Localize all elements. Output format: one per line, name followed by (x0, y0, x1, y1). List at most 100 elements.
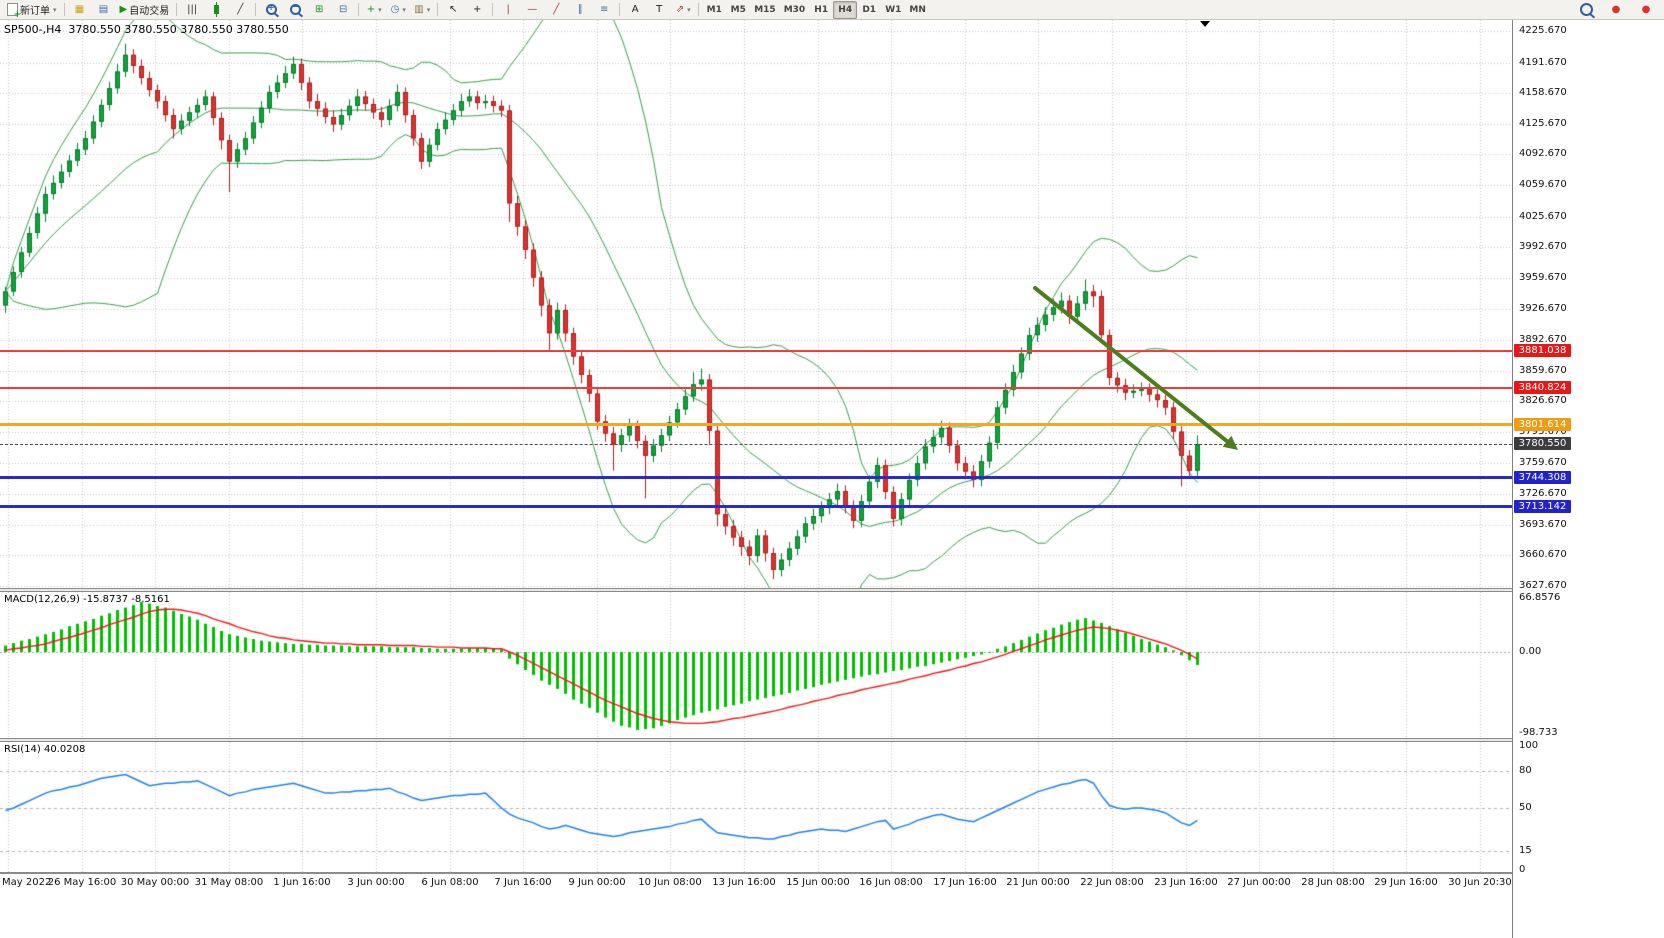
panel-separator[interactable] (0, 588, 1664, 592)
time-tick-label: 13 Jun 16:00 (712, 877, 776, 888)
horizontal-line-button[interactable]: — (520, 1, 544, 19)
candles-chart-button[interactable] (204, 1, 228, 19)
tf-mn-button[interactable]: MN (905, 1, 930, 19)
tf-m5-button[interactable]: M5 (726, 1, 750, 19)
fibonacci-button[interactable]: ≡ (592, 1, 616, 19)
main-chart-canvas[interactable] (0, 20, 1512, 588)
chevron-down-icon: ▾ (378, 5, 382, 14)
profiles-icon: ▤ (98, 3, 109, 15)
channel-button[interactable]: ∥ (568, 1, 592, 19)
time-tick-label: 17 Jun 16:00 (933, 877, 997, 888)
periods-button[interactable]: ◷ ▾ (386, 1, 410, 19)
arrows-button[interactable]: ⇗ ▾ (671, 1, 695, 19)
rsi-indicator-label: RSI(14) 40.0208 (4, 744, 86, 755)
price-tick-label: 4158.670 (1519, 87, 1567, 99)
macd-tick-label: -98.733 (1519, 727, 1558, 738)
zoom-out-button[interactable] (283, 1, 307, 19)
horizontal-line-3744.308[interactable] (0, 476, 1512, 480)
crosshair-button[interactable]: + (465, 1, 489, 19)
tf-h4-button[interactable]: H4 (833, 0, 858, 19)
horizontal-line-3881.038[interactable] (0, 349, 1512, 352)
channel-icon: ∥ (577, 3, 583, 15)
price-tick-label: 4225.670 (1519, 25, 1567, 36)
community-button[interactable]: ● (1604, 1, 1628, 19)
price-tick-label: 4092.670 (1519, 148, 1567, 160)
time-tick-label: 21 Jun 00:00 (1006, 877, 1070, 888)
new-order-button[interactable]: 新订单▾ (3, 1, 61, 20)
vertical-line-button[interactable]: | (496, 1, 520, 19)
rsi-indicator-canvas[interactable] (0, 742, 1512, 872)
toolbar-separator (437, 3, 439, 16)
bars-chart-button[interactable]: ||| (180, 1, 204, 19)
tf-h1-button[interactable]: H1 (809, 1, 833, 19)
tf-m5-button-label: M5 (730, 4, 746, 15)
price-tick-label: 3859.670 (1519, 364, 1567, 376)
time-tick-label: 29 Jun 16:00 (1374, 877, 1438, 888)
horizontal-line-3840.824[interactable] (0, 387, 1512, 390)
toolbar-separator (176, 3, 178, 16)
templates-button[interactable]: ▥ ▾ (410, 1, 434, 19)
price-tick-label: 4059.670 (1519, 179, 1567, 191)
time-tick-label: 3 Jun 00:00 (347, 877, 405, 888)
tf-m15-button[interactable]: M15 (750, 1, 779, 19)
bars-chart-icon: ||| (187, 3, 198, 15)
line-chart-icon: ╱ (237, 3, 244, 15)
tf-m15-button-label: M15 (754, 4, 776, 15)
price-tick-label: 3793.670 (1519, 425, 1567, 437)
alert-button[interactable]: ● (1634, 1, 1658, 19)
text-label-button[interactable]: T (647, 1, 671, 19)
tf-mn-button-label: MN (909, 4, 926, 15)
cascade-windows-button[interactable]: ⊟ (331, 1, 355, 19)
tf-m30-button[interactable]: M30 (780, 1, 809, 19)
time-tick-label: 9 Jun 00:00 (568, 877, 626, 888)
time-tick-label: 30 May 00:00 (120, 877, 190, 888)
charts-grid-button[interactable]: ▦ (68, 1, 92, 19)
tf-d1-button[interactable]: D1 (857, 1, 881, 19)
new-order-button-label: 新订单 (20, 6, 50, 17)
time-axis[interactable]: May 2022 26 May 16:00 30 May 00:00 31 May 0… (0, 874, 1512, 894)
horizontal-line-3801.614[interactable] (0, 423, 1512, 427)
price-tick-label: 3693.670 (1519, 518, 1567, 530)
time-tick-label: 26 May 16:00 (47, 877, 117, 888)
price-level-chip-3780.550: 3780.550 (1514, 437, 1571, 451)
chart-symbol-ohlc-label: SP500-,H4 3780.550 3780.550 3780.550 378… (4, 23, 289, 36)
tile-windows-icon: ⊞ (315, 3, 324, 15)
autotrading-play-icon: ▶ (119, 3, 128, 15)
trendline-button[interactable]: ╱ (544, 1, 568, 19)
text-button[interactable]: A (623, 1, 647, 19)
current-bid-line (0, 444, 1512, 446)
price-tick-label: 4025.670 (1519, 210, 1567, 222)
search-button[interactable] (1574, 1, 1598, 19)
macd-tick-label: 66.8576 (1519, 592, 1561, 603)
zoom-in-button[interactable] (259, 1, 283, 19)
text-button-label: A (631, 4, 639, 15)
price-axis[interactable]: 4225.670 4191.670 4158.670 4125.670 4092.670… (1512, 20, 1664, 938)
cursor-button[interactable]: ↖ (441, 1, 465, 19)
indicators-button[interactable]: + ▾ (362, 1, 386, 19)
tile-windows-button[interactable]: ⊞ (307, 1, 331, 19)
text-label-button-label: T (656, 4, 663, 15)
time-tick-label: 15 Jun 00:00 (786, 877, 850, 888)
autotrading-button[interactable]: ▶ 自动交易 (116, 1, 174, 19)
vertical-line-icon: | (506, 3, 510, 15)
rsi-tick-label: 15 (1519, 845, 1532, 857)
macd-tick-label: 0.00 (1519, 646, 1542, 657)
chart-shift-marker[interactable] (1200, 21, 1210, 27)
panel-separator (0, 872, 1664, 874)
line-chart-button[interactable]: ╱ (228, 1, 252, 19)
tf-m1-button-label: M1 (706, 4, 722, 15)
tf-w1-button[interactable]: W1 (881, 1, 905, 19)
chevron-down-icon: ▾ (402, 5, 406, 14)
macd-indicator-canvas[interactable] (0, 592, 1512, 738)
tf-h4-button-label: H4 (838, 4, 853, 15)
tf-m1-button[interactable]: M1 (702, 1, 726, 19)
price-tick-label: 4125.670 (1519, 117, 1567, 129)
profiles-button[interactable]: ▤ (92, 1, 116, 19)
horizontal-line-3713.142[interactable] (0, 505, 1512, 509)
horizontal-line-icon: — (527, 3, 538, 15)
price-tick-label: 3759.670 (1519, 457, 1567, 469)
time-tick-label: 22 Jun 08:00 (1080, 877, 1144, 888)
panel-separator[interactable] (0, 738, 1664, 742)
rsi-tick-label: 50 (1519, 802, 1532, 813)
toolbar: 新订单▾▦▤▶自动交易|||╱⊞⊟+▾◷▾▥▾↖+|—╱∥≡AT⇗▾M1M5M1… (0, 0, 1664, 20)
